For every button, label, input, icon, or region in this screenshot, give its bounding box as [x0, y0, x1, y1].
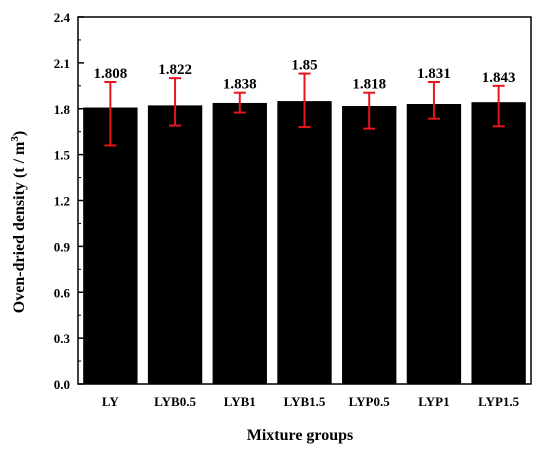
bar — [212, 102, 267, 385]
bar — [471, 102, 526, 384]
y-tick-label: 2.4 — [54, 10, 71, 25]
error-bars-group — [104, 72, 505, 147]
y-axis-ticks: 0.0 0.3 0.6 0.9 1.2 1.5 1.8 2.1 2.4 — [54, 10, 84, 392]
data-labels-group: 1.808 1.822 1.838 1.85 1.818 1.831 1.843 — [93, 58, 515, 93]
y-axis-title-superscript: 3 — [9, 136, 21, 142]
data-label: 1.85 — [291, 58, 317, 74]
x-tick-label: LYP1 — [418, 394, 449, 409]
x-tick-label: LYB1.5 — [284, 394, 326, 409]
bar — [406, 104, 462, 384]
y-axis-title-main: Oven-dried density (t / m — [11, 141, 28, 313]
y-tick-label: 2.1 — [54, 56, 70, 71]
data-label: 1.831 — [417, 66, 451, 82]
bar — [147, 105, 203, 384]
bar — [277, 101, 332, 385]
y-tick-label: 1.2 — [54, 194, 70, 209]
x-tick-label: LYP1.5 — [478, 394, 520, 409]
y-tick-label: 1.8 — [54, 102, 71, 117]
y-axis-title: Oven-dried density (t / m3) — [9, 131, 28, 313]
data-label: 1.838 — [223, 77, 257, 93]
x-axis-ticks: LY LYB0.5 LYB1 LYB1.5 LYP0.5 LYP1 LYP1.5 — [102, 379, 520, 409]
x-tick-label: LYB1 — [224, 394, 256, 409]
x-tick-label: LYP0.5 — [349, 394, 391, 409]
data-label: 1.808 — [93, 66, 127, 82]
bar — [342, 105, 397, 384]
y-tick-label: 0.0 — [54, 377, 70, 392]
y-tick-label: 0.6 — [54, 285, 71, 300]
x-tick-label: LY — [102, 394, 119, 409]
bar — [83, 107, 138, 384]
bars-group — [83, 101, 526, 385]
y-tick-label: 0.3 — [54, 331, 71, 346]
data-label: 1.843 — [482, 70, 516, 86]
data-label: 1.822 — [158, 62, 192, 78]
x-axis-title: Mixture groups — [247, 427, 354, 444]
y-tick-label: 0.9 — [54, 239, 71, 254]
x-tick-label: LYB0.5 — [154, 394, 196, 409]
y-axis-title-suffix: ) — [11, 131, 28, 136]
y-tick-label: 1.5 — [54, 148, 71, 163]
data-label: 1.818 — [352, 77, 386, 93]
